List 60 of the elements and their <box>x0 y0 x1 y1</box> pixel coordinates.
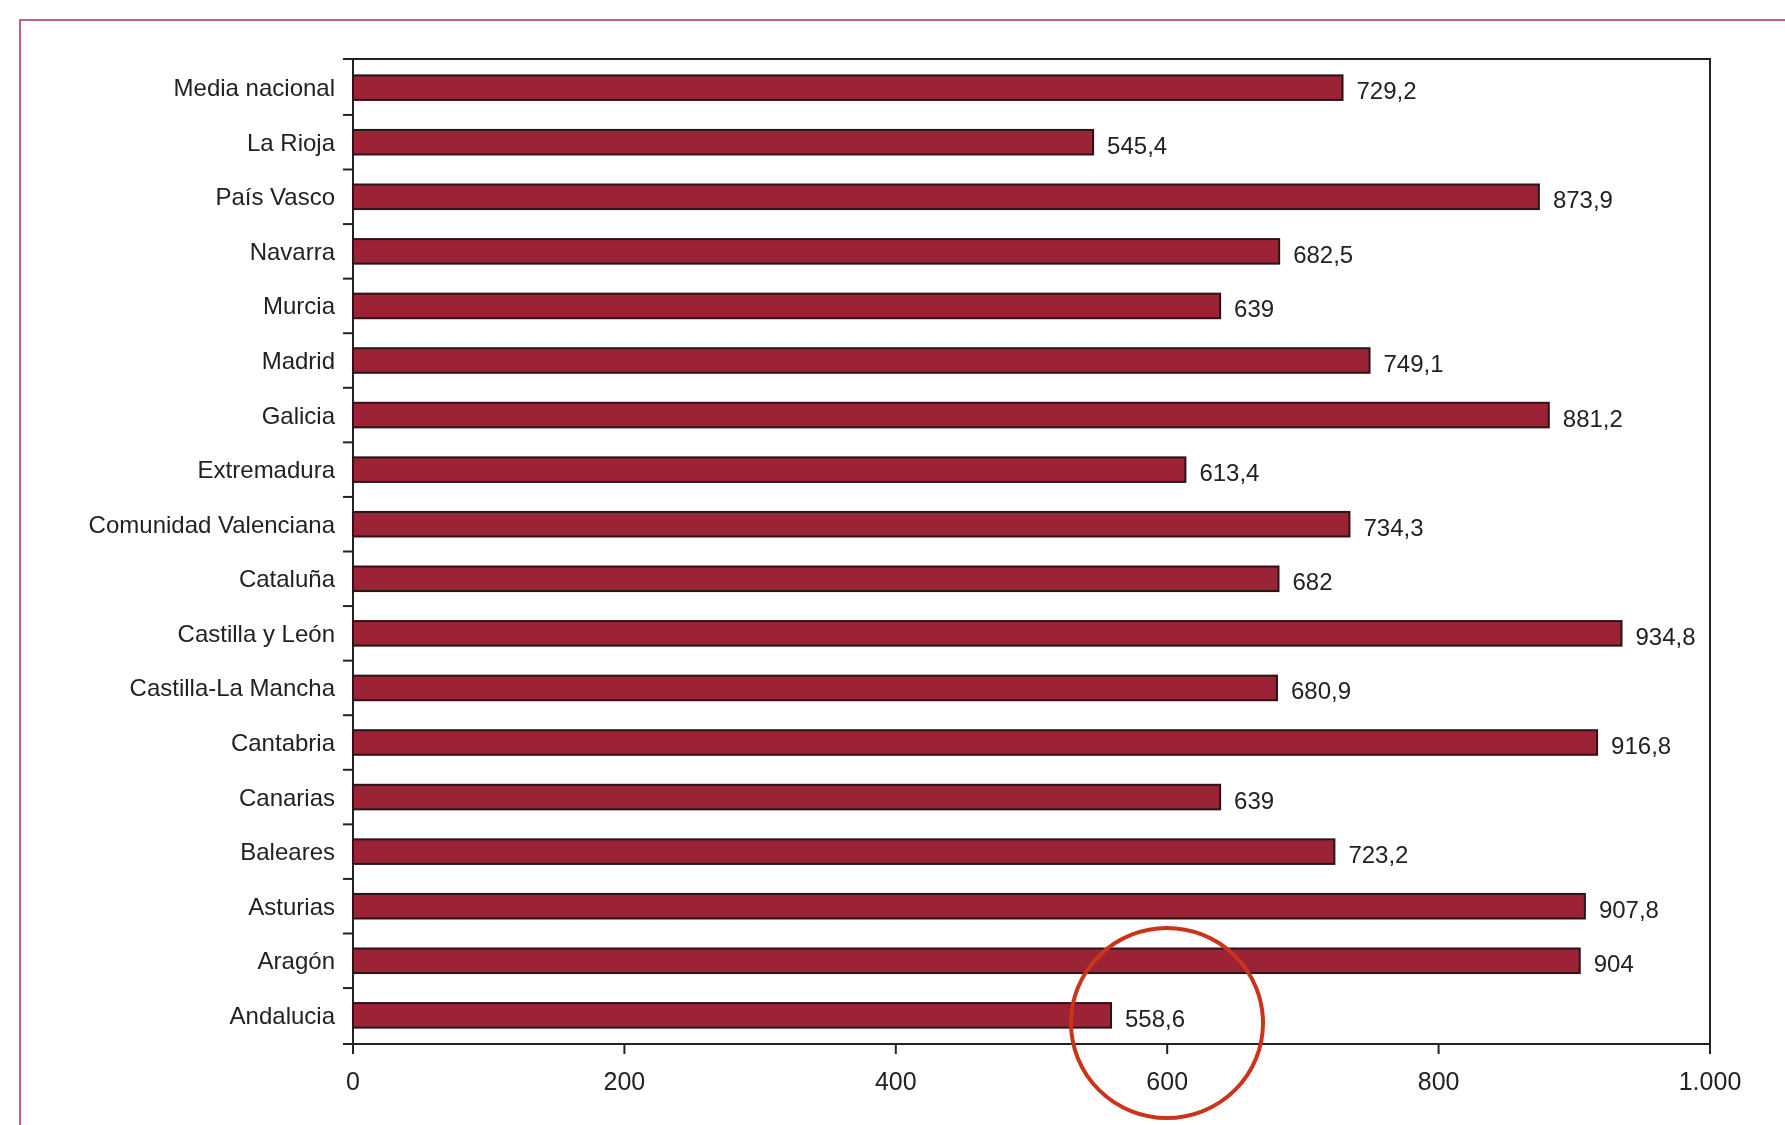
bar <box>352 947 1581 975</box>
bar <box>352 183 1540 211</box>
bar <box>352 892 1586 920</box>
y-tick-label: Canarias <box>238 783 335 811</box>
x-tick-label: 600 <box>1146 1067 1189 1095</box>
bar <box>352 783 1222 811</box>
data-label: 545,4 <box>1107 131 1168 159</box>
y-tick-label: Galicia <box>261 401 336 429</box>
x-tick-label: 0 <box>346 1067 360 1095</box>
bar <box>352 292 1222 320</box>
data-label: 873,9 <box>1552 186 1613 214</box>
y-tick-label: Andalucia <box>229 1001 336 1029</box>
data-label: 639 <box>1234 786 1275 814</box>
bar <box>352 128 1095 156</box>
bar <box>352 238 1281 265</box>
bar <box>352 510 1351 538</box>
data-label: 904 <box>1593 950 1634 978</box>
data-label: 682,5 <box>1293 240 1354 268</box>
y-tick-label: Cantabria <box>230 729 336 756</box>
y-tick-label: Extremadura <box>197 456 336 484</box>
data-label: 613,4 <box>1199 459 1260 487</box>
bar <box>352 347 1371 374</box>
data-label: 729,2 <box>1356 77 1417 105</box>
bar <box>352 729 1599 756</box>
bar <box>352 1002 1113 1029</box>
y-tick-label: País Vasco <box>215 183 335 211</box>
data-label: 881,2 <box>1562 404 1623 432</box>
bar <box>352 838 1336 865</box>
y-tick-label: La Rioja <box>246 128 336 156</box>
data-label: 680,9 <box>1290 677 1352 705</box>
data-label: 934,8 <box>1635 622 1696 650</box>
bar <box>352 674 1278 702</box>
y-tick-label: Cataluña <box>238 565 336 593</box>
y-tick-label: Media nacional <box>173 74 335 102</box>
y-tick-label: Navarra <box>249 237 336 265</box>
x-tick-label: 400 <box>874 1067 917 1095</box>
y-tick-label: Madrid <box>261 347 335 374</box>
x-tick-label: 200 <box>603 1067 646 1095</box>
bar <box>352 74 1344 101</box>
data-label: 749,1 <box>1383 350 1444 377</box>
bar <box>352 456 1187 483</box>
y-tick-label: Baleares <box>240 838 335 866</box>
data-label: 907,8 <box>1598 895 1659 923</box>
y-tick-label: Castilla y León <box>177 619 335 647</box>
data-label: 916,8 <box>1611 732 1672 759</box>
y-tick-label: Murcia <box>262 292 336 320</box>
bar <box>352 620 1623 647</box>
data-label: 639 <box>1234 295 1275 323</box>
y-tick-label: Castilla-La Mancha <box>129 674 336 702</box>
data-label: 723,2 <box>1348 841 1409 869</box>
y-tick-label: Comunidad Valenciana <box>88 510 336 538</box>
data-label: 682 <box>1292 568 1333 596</box>
y-tick-label: Asturias <box>248 892 335 920</box>
data-label: 558,6 <box>1125 1004 1186 1032</box>
data-label: 734,3 <box>1363 513 1424 541</box>
y-tick-label: Aragón <box>257 947 335 975</box>
x-tick-label: 800 <box>1417 1067 1460 1095</box>
bar <box>352 565 1280 593</box>
bar <box>352 401 1550 429</box>
x-tick-label: 1.000 <box>1678 1067 1742 1095</box>
